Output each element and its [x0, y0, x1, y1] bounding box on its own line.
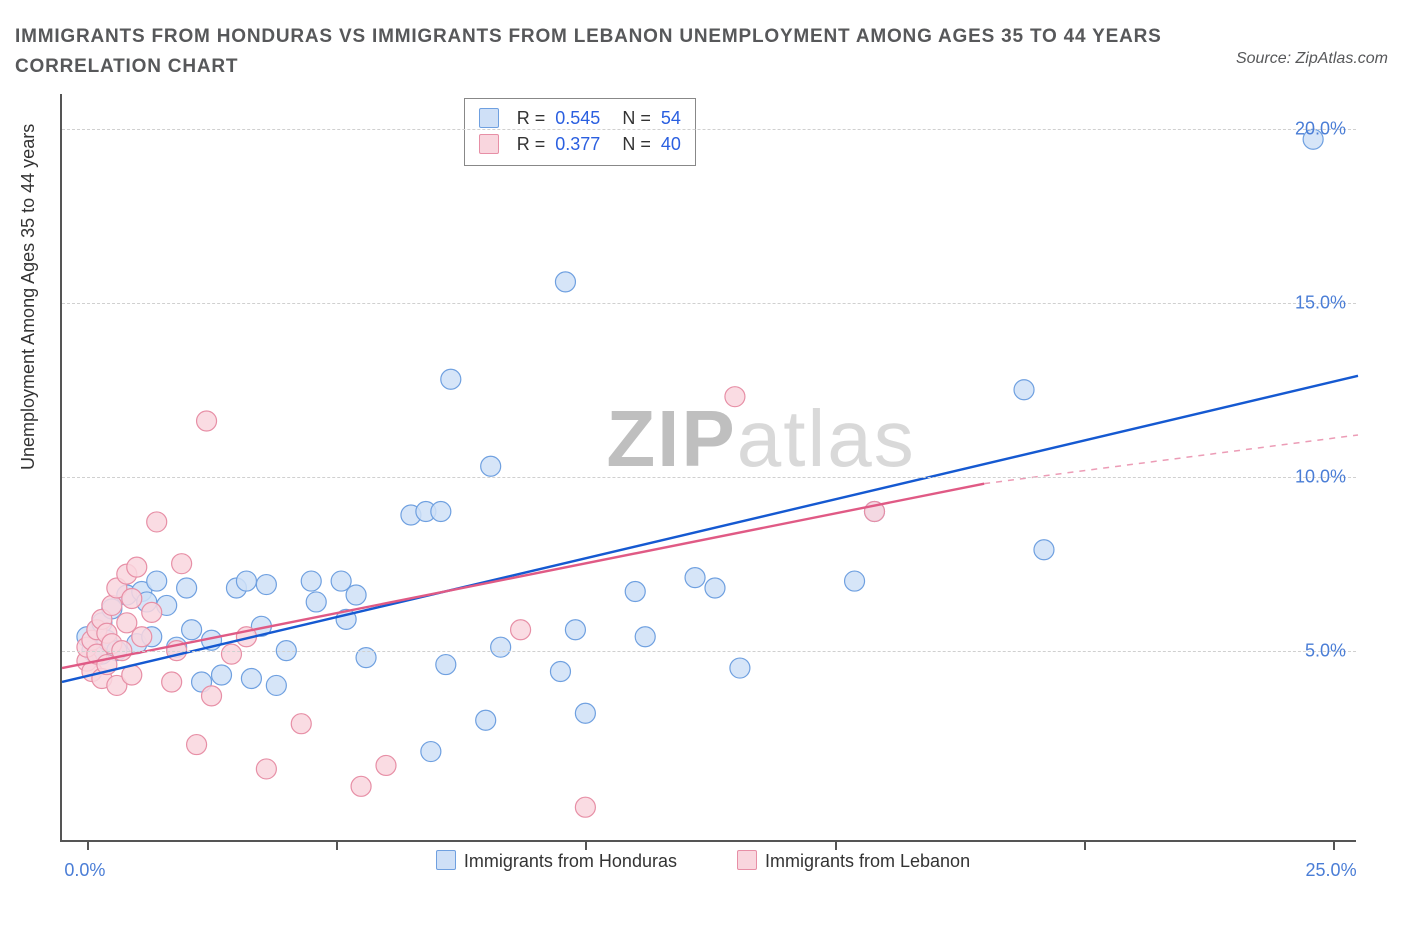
data-point	[685, 568, 705, 588]
data-point	[301, 571, 321, 591]
y-tick-label: 10.0%	[1295, 466, 1346, 487]
data-point	[555, 272, 575, 292]
stats-n-label: N =	[622, 105, 651, 131]
data-point	[142, 602, 162, 622]
series-legend: Immigrants from Honduras Immigrants from …	[0, 850, 1406, 872]
y-tick-label: 5.0%	[1305, 640, 1346, 661]
data-point	[575, 703, 595, 723]
stats-n-label: N =	[622, 131, 651, 157]
data-point	[256, 759, 276, 779]
scatter-chart-svg	[62, 94, 1356, 840]
data-point	[1034, 540, 1054, 560]
data-point	[236, 571, 256, 591]
stats-n-value: 54	[661, 105, 681, 131]
x-tick-label: 0.0%	[64, 860, 105, 881]
data-point	[306, 592, 326, 612]
data-point	[221, 644, 241, 664]
source-credit: Source: ZipAtlas.com	[1236, 50, 1388, 68]
data-point	[266, 675, 286, 695]
data-point	[476, 710, 496, 730]
data-point	[725, 387, 745, 407]
data-point	[550, 662, 570, 682]
data-point	[122, 588, 142, 608]
data-point	[431, 501, 451, 521]
data-point	[491, 637, 511, 657]
gridline-h	[62, 303, 1356, 304]
x-tick	[87, 840, 89, 850]
data-point	[182, 620, 202, 640]
data-point	[147, 512, 167, 532]
data-point	[441, 369, 461, 389]
data-point	[730, 658, 750, 678]
stats-row: R = 0.545 N = 54	[479, 105, 681, 131]
data-point	[421, 742, 441, 762]
data-point	[132, 627, 152, 647]
plot-area: ZIPatlas R =0.545N =54R =0.377N =40 5.0%…	[60, 94, 1356, 842]
stats-r-value: 0.545	[555, 105, 600, 131]
x-tick	[336, 840, 338, 850]
stats-n-value: 40	[661, 131, 681, 157]
legend-label: Immigrants from Honduras	[464, 851, 677, 871]
data-point	[177, 578, 197, 598]
trend-line	[62, 376, 1358, 682]
data-point	[256, 575, 276, 595]
data-point	[172, 554, 192, 574]
data-point	[147, 571, 167, 591]
data-point	[845, 571, 865, 591]
data-point	[187, 735, 207, 755]
legend-item: Immigrants from Honduras	[436, 850, 677, 872]
data-point	[212, 665, 232, 685]
data-point	[241, 668, 261, 688]
x-tick	[1084, 840, 1086, 850]
data-point	[511, 620, 531, 640]
data-point	[1014, 380, 1034, 400]
data-point	[197, 411, 217, 431]
legend-swatch	[436, 850, 456, 870]
x-tick	[835, 840, 837, 850]
data-point	[625, 582, 645, 602]
data-point	[635, 627, 655, 647]
data-point	[351, 776, 371, 796]
x-tick	[1333, 840, 1335, 850]
y-tick-label: 15.0%	[1295, 292, 1346, 313]
gridline-h	[62, 477, 1356, 478]
legend-swatch	[737, 850, 757, 870]
y-tick-label: 20.0%	[1295, 118, 1346, 139]
chart-title: IMMIGRANTS FROM HONDURAS VS IMMIGRANTS F…	[15, 22, 1175, 83]
legend-swatch	[479, 108, 499, 128]
legend-item: Immigrants from Lebanon	[737, 850, 970, 872]
x-tick	[585, 840, 587, 850]
data-point	[346, 585, 366, 605]
stats-r-value: 0.377	[555, 131, 600, 157]
gridline-h	[62, 651, 1356, 652]
stats-r-label: R =	[517, 131, 546, 157]
x-tick-label: 25.0%	[1306, 860, 1357, 881]
data-point	[575, 797, 595, 817]
stats-row: R = 0.377 N = 40	[479, 131, 681, 157]
data-point	[436, 655, 456, 675]
correlation-stats-box: R = 0.545 N = 54 R = 0.377 N = 40	[464, 98, 696, 166]
data-point	[162, 672, 182, 692]
data-point	[202, 686, 222, 706]
data-point	[291, 714, 311, 734]
y-axis-label: Unemployment Among Ages 35 to 44 years	[18, 124, 39, 470]
data-point	[705, 578, 725, 598]
legend-label: Immigrants from Lebanon	[765, 851, 970, 871]
data-point	[481, 456, 501, 476]
data-point	[565, 620, 585, 640]
legend-swatch	[479, 134, 499, 154]
gridline-h	[62, 129, 1356, 130]
stats-r-label: R =	[517, 105, 546, 131]
data-point	[127, 557, 147, 577]
data-point	[376, 755, 396, 775]
